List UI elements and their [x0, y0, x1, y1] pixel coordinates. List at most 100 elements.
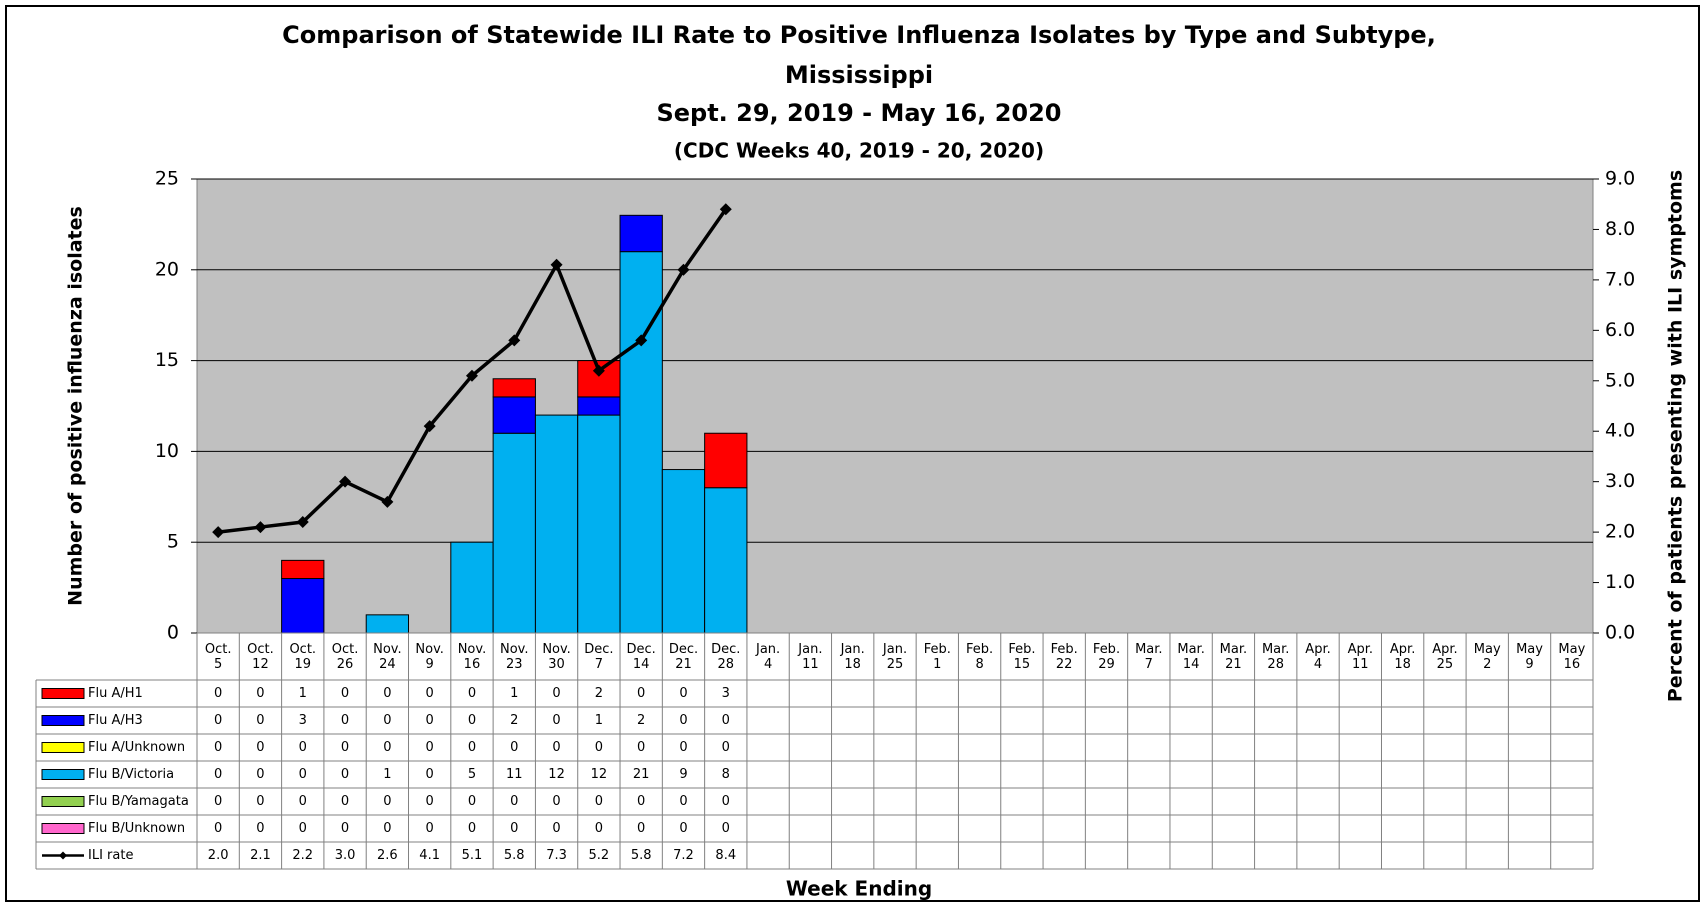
- x-tick-label: Nov. 24: [366, 635, 408, 678]
- table-value: 1: [594, 713, 603, 728]
- x-tick-label-text: Apr. 18: [1389, 641, 1416, 672]
- x-tick-label: Oct. 12: [239, 635, 281, 678]
- legend-label: Flu B/Victoria: [88, 767, 175, 782]
- table-value: 0: [425, 713, 434, 728]
- x-tick-label-text: Jan. 18: [840, 641, 865, 672]
- bar: [619, 214, 663, 253]
- x-tick-label-text: Mar. 7: [1135, 641, 1163, 672]
- table-value: 0: [256, 713, 265, 728]
- table-value: 1: [510, 686, 519, 701]
- bar: [492, 396, 536, 434]
- table-value: 0: [214, 713, 223, 728]
- table-value: 0: [552, 740, 561, 755]
- x-tick-label-text: Feb. 8: [966, 641, 994, 672]
- table-value: 5.2: [588, 848, 610, 863]
- x-tick-label: May 9: [1508, 635, 1550, 678]
- x-tick-label: Nov. 16: [451, 635, 493, 678]
- legend-swatch: [41, 796, 85, 807]
- x-tick-label-text: Feb. 15: [1008, 641, 1036, 672]
- x-tick-label-text: May 2: [1473, 641, 1501, 672]
- table-value: 1: [298, 686, 307, 701]
- x-tick-label-text: Oct. 5: [204, 641, 232, 672]
- x-tick-label: Jan. 25: [874, 635, 916, 678]
- table-value: 5.8: [630, 848, 652, 863]
- table-value: 0: [594, 821, 603, 836]
- table-value: 0: [340, 821, 350, 836]
- bar: [577, 414, 621, 634]
- x-tick-label-text: Jan. 11: [798, 641, 823, 672]
- table-value: 0: [637, 740, 646, 755]
- table-value: 0: [594, 740, 603, 755]
- y2-axis-title: Percent of patients presenting with ILI …: [1665, 170, 1687, 702]
- table-value: 3: [298, 713, 307, 728]
- table-value: 0: [340, 767, 350, 782]
- legend-marker: [59, 851, 67, 860]
- y2-tick-label: 9.0: [1605, 168, 1635, 190]
- table-value: 0: [467, 794, 477, 809]
- table-value: 0: [383, 821, 392, 836]
- bar: [281, 559, 325, 580]
- y2-tick-label: 8.0: [1605, 218, 1635, 240]
- table-value: 2: [637, 713, 646, 728]
- chart-title: (CDC Weeks 40, 2019 - 20, 2020): [674, 139, 1044, 163]
- table-value: 0: [383, 740, 392, 755]
- table-value: 2.0: [207, 848, 229, 863]
- table-value: 4.1: [419, 848, 440, 863]
- x-tick-label-text: Feb. 29: [1092, 641, 1121, 672]
- table-value: 12: [590, 767, 608, 782]
- x-tick-label: Apr. 4: [1297, 635, 1339, 678]
- x-tick-label: Apr. 18: [1381, 635, 1423, 678]
- table-value: 8: [721, 767, 730, 782]
- bar: [450, 541, 494, 634]
- ili-marker: [423, 420, 436, 433]
- table-value: 11: [505, 767, 523, 782]
- x-tick-label: May 2: [1466, 635, 1508, 678]
- table-value: 0: [467, 821, 477, 836]
- ili-marker: [381, 495, 394, 508]
- legend-label: Flu B/Yamagata: [88, 794, 189, 809]
- x-axis-title: Week Ending: [786, 877, 932, 901]
- chart-title: Mississippi: [785, 61, 933, 89]
- x-tick-label: Dec. 21: [662, 635, 704, 678]
- legend-label: Flu B/Unknown: [88, 821, 186, 836]
- x-tick-label-text: Nov. 24: [373, 641, 402, 672]
- table-value: 0: [256, 686, 265, 701]
- table-value: 7.3: [546, 848, 567, 863]
- bar: [704, 487, 748, 634]
- table-value: 0: [214, 686, 223, 701]
- x-tick-label-text: Feb. 1: [923, 641, 951, 672]
- table-value: 0: [552, 686, 561, 701]
- y2-tick-label: 6.0: [1605, 319, 1635, 341]
- table-value: 0: [256, 821, 265, 836]
- ili-marker: [296, 516, 309, 529]
- table-value: 3: [721, 686, 730, 701]
- x-tick-label-text: May 9: [1516, 641, 1543, 672]
- x-tick-label: Feb. 15: [1001, 635, 1043, 678]
- table-value: 0: [214, 767, 223, 782]
- table-value: 0: [298, 794, 307, 809]
- table-value: 0: [679, 821, 688, 836]
- x-tick-label-text: Dec. 7: [584, 641, 614, 672]
- table-value: 0: [594, 794, 603, 809]
- x-tick-label: Jan. 18: [832, 635, 874, 678]
- x-tick-label: Oct. 26: [324, 635, 366, 678]
- table-value: 1: [383, 767, 392, 782]
- x-tick-label: Jan. 4: [747, 635, 789, 678]
- ili-marker: [508, 334, 521, 347]
- bar: [619, 251, 663, 634]
- table-value: 5.1: [461, 848, 483, 863]
- ili-marker: [719, 203, 732, 216]
- y2-tick-label: 5.0: [1605, 369, 1635, 391]
- x-tick-label-text: May 16: [1558, 641, 1586, 672]
- table-value: 0: [298, 767, 307, 782]
- table-value: 2.6: [377, 848, 398, 863]
- x-tick-label-text: Nov. 30: [542, 641, 571, 672]
- table-value: 0: [383, 686, 392, 701]
- table-value: 3.0: [334, 848, 356, 863]
- x-tick-label-text: Feb. 22: [1050, 641, 1078, 672]
- table-value: 0: [721, 821, 730, 836]
- table-value: 9: [679, 767, 688, 782]
- table-value: 7.2: [673, 848, 694, 863]
- x-tick-label: Dec. 28: [705, 635, 747, 678]
